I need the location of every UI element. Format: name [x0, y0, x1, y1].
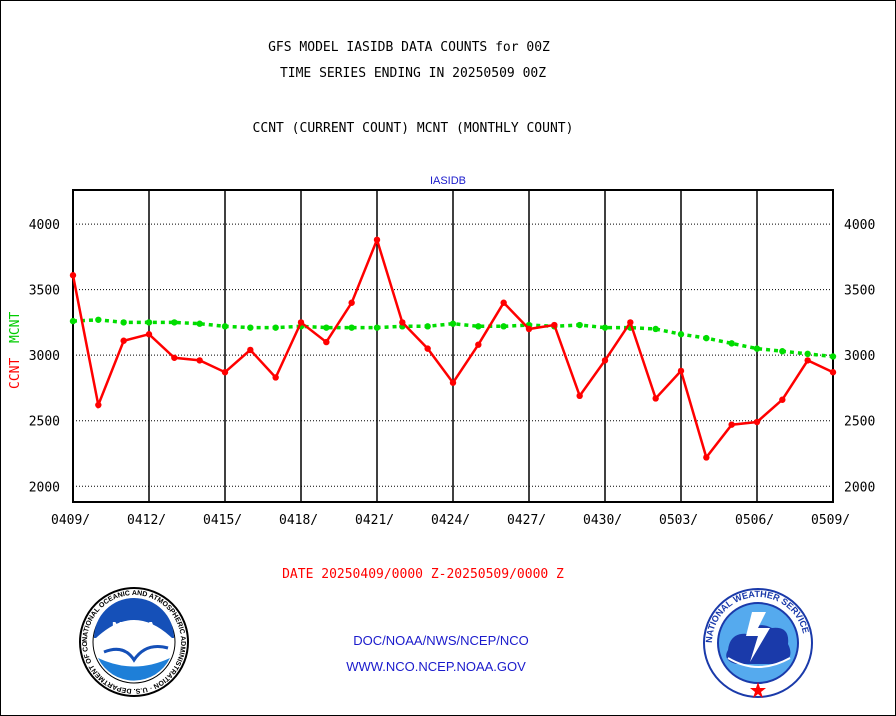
data-point-mcnt [69, 317, 77, 325]
data-point-ccnt [221, 369, 229, 376]
x-tick-label: 0409/ [51, 513, 90, 528]
x-tick-label: 0418/ [279, 513, 318, 528]
data-point-ccnt [69, 272, 77, 279]
footer-url: WWW.NCO.NCEP.NOAA.GOV [346, 659, 526, 674]
tick-labels: 2000 2000 2500 2500 3000 3000 3500 3500 4000 4000… [29, 218, 876, 528]
data-point-ccnt [145, 331, 153, 338]
data-point-ccnt [348, 299, 355, 306]
data-point-mcnt [677, 331, 685, 338]
data-point-mcnt [576, 321, 583, 329]
y-axis-label-mcnt: MCNT [8, 312, 23, 343]
data-point-mcnt [779, 348, 786, 355]
data-point-ccnt [652, 395, 659, 402]
data-point-ccnt [196, 357, 203, 364]
y-tick-label-right: 4000 [844, 218, 875, 233]
data-point-mcnt [728, 340, 735, 347]
x-tick-label: 0430/ [583, 513, 622, 528]
chart-subtitle: CCNT (CURRENT COUNT) MCNT (MONTHLY COUNT… [253, 121, 574, 136]
chart-title: GFS MODEL IASIDB DATA COUNTS for 00Z [268, 40, 550, 55]
data-point-mcnt [500, 323, 507, 330]
data-point-mcnt [449, 320, 457, 327]
data-point-mcnt [804, 350, 811, 358]
data-point-ccnt [297, 319, 305, 326]
data-point-mcnt [145, 319, 153, 326]
x-tick-label: 0509/ [811, 513, 850, 528]
data-point-ccnt [373, 236, 381, 244]
data-point-mcnt [348, 324, 355, 331]
data-point-ccnt [753, 418, 761, 426]
y-tick-label-right: 2500 [844, 415, 875, 430]
data-point-mcnt [221, 323, 229, 330]
data-point-ccnt [272, 374, 279, 381]
x-tick-label: 0424/ [431, 513, 470, 528]
data-point-ccnt [95, 401, 102, 409]
data-point-ccnt [475, 341, 482, 348]
data-point-mcnt [652, 325, 659, 333]
x-tick-label: 0421/ [355, 513, 394, 528]
data-point-ccnt [804, 357, 811, 364]
data-point-mcnt [196, 320, 203, 327]
x-tick-label: 0412/ [127, 513, 166, 528]
x-tick-label: 0503/ [659, 513, 698, 528]
y-tick-label-left: 3000 [29, 349, 60, 364]
noaa-seal-text: NATIONAL OCEANIC AND ATMOSPHERIC ADMINIS… [0, 0, 186, 694]
data-point-ccnt [323, 338, 330, 346]
data-point-ccnt [424, 345, 431, 352]
chart-title-line2: TIME SERIES ENDING IN 20250509 00Z [280, 66, 546, 81]
data-point-ccnt [551, 321, 558, 329]
data-point-ccnt [601, 357, 609, 364]
footer-org: DOC/NOAA/NWS/NCEP/NCO [353, 633, 529, 648]
data-point-mcnt [424, 323, 431, 330]
y-tick-label-right: 3500 [844, 284, 875, 299]
y-tick-label-left: 4000 [29, 218, 60, 233]
y-tick-label-left: 2500 [29, 415, 60, 430]
y-tick-label-right: 3000 [844, 349, 875, 364]
data-point-mcnt [601, 324, 609, 331]
plot-label: IASIDB [430, 175, 466, 187]
data-point-ccnt [677, 367, 685, 375]
noaa-logo-text: NOAA [112, 619, 156, 636]
data-point-ccnt [829, 369, 837, 376]
data-point-ccnt [703, 454, 710, 461]
noaa-logo: NATIONAL OCEANIC AND ATMOSPHERIC ADMINIS… [0, 0, 189, 697]
x-tick-label: 0415/ [203, 513, 242, 528]
data-point-ccnt [525, 325, 533, 333]
y-tick-label-right: 2000 [844, 480, 875, 495]
data-point-ccnt [779, 396, 786, 403]
data-point-mcnt [120, 319, 127, 326]
data-point-mcnt [247, 324, 254, 331]
data-point-ccnt [576, 392, 583, 400]
date-range: DATE 20250409/0000 Z-20250509/0000 Z [282, 567, 564, 582]
data-point-ccnt [247, 346, 254, 354]
data-point-mcnt [475, 323, 482, 330]
y-tick-label-left: 3500 [29, 284, 60, 299]
data-point-ccnt [500, 299, 507, 306]
data-point-mcnt [323, 324, 330, 331]
data-point-mcnt [171, 319, 178, 326]
data-point-mcnt [272, 324, 279, 331]
data-point-mcnt [373, 324, 381, 331]
nws-logo: NATIONAL WEATHER SERVICE [703, 588, 813, 698]
data-point-mcnt [95, 316, 102, 323]
x-tick-label: 0427/ [507, 513, 546, 528]
data-point-ccnt [728, 421, 735, 428]
data-point-mcnt [829, 353, 837, 360]
data-point-ccnt [627, 319, 634, 326]
data-point-ccnt [399, 319, 406, 326]
y-tick-label-left: 2000 [29, 480, 60, 495]
data-point-ccnt [449, 379, 457, 386]
data-point-ccnt [171, 354, 178, 361]
y-axis-label-ccnt: CCNT [8, 358, 23, 389]
data-point-mcnt [753, 345, 761, 352]
data-point-mcnt [703, 334, 710, 342]
grid [72, 189, 834, 503]
data-point-ccnt [120, 337, 127, 344]
x-tick-label: 0506/ [735, 513, 774, 528]
series-lines [69, 236, 837, 461]
